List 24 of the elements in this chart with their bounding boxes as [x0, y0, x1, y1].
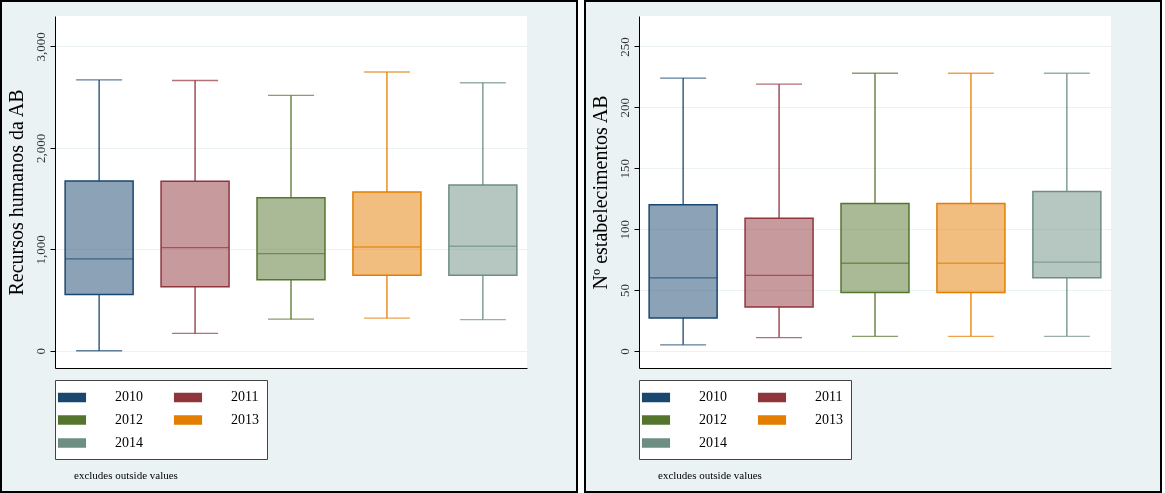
y-tick-label: 2,000	[32, 133, 48, 163]
y-tick-label: 250	[616, 37, 632, 57]
y-axis-title: Recursos humanos da AB	[4, 89, 27, 296]
y-tick-label: 200	[616, 98, 632, 118]
legend-label: 2011	[231, 389, 259, 405]
legend-label: 2014	[115, 435, 143, 450]
y-axis-title: Nº estabelecimentos AB	[588, 95, 611, 290]
legend-label: 2011	[815, 389, 843, 405]
legend-label: 2012	[115, 412, 143, 427]
y-tick-label: 0	[616, 348, 632, 355]
y-tick-label: 0	[32, 348, 48, 355]
text: excludes outside values	[658, 469, 762, 481]
legend-label: 2013	[815, 412, 843, 427]
legend-label: 2013	[231, 412, 259, 427]
y-tick-label: 3,000	[32, 32, 48, 62]
y-tick-label: 50	[616, 284, 632, 298]
legend-label: 2010	[115, 389, 143, 405]
y-tick-label: 100	[616, 219, 632, 240]
text: excludes outside values	[74, 469, 178, 481]
y-tick-label: 150	[616, 159, 632, 179]
legend-label: 2010	[699, 389, 727, 405]
legend-label: 2014	[699, 435, 727, 450]
legend-label: 2012	[699, 412, 727, 427]
y-tick-label: 1,000	[32, 235, 48, 265]
